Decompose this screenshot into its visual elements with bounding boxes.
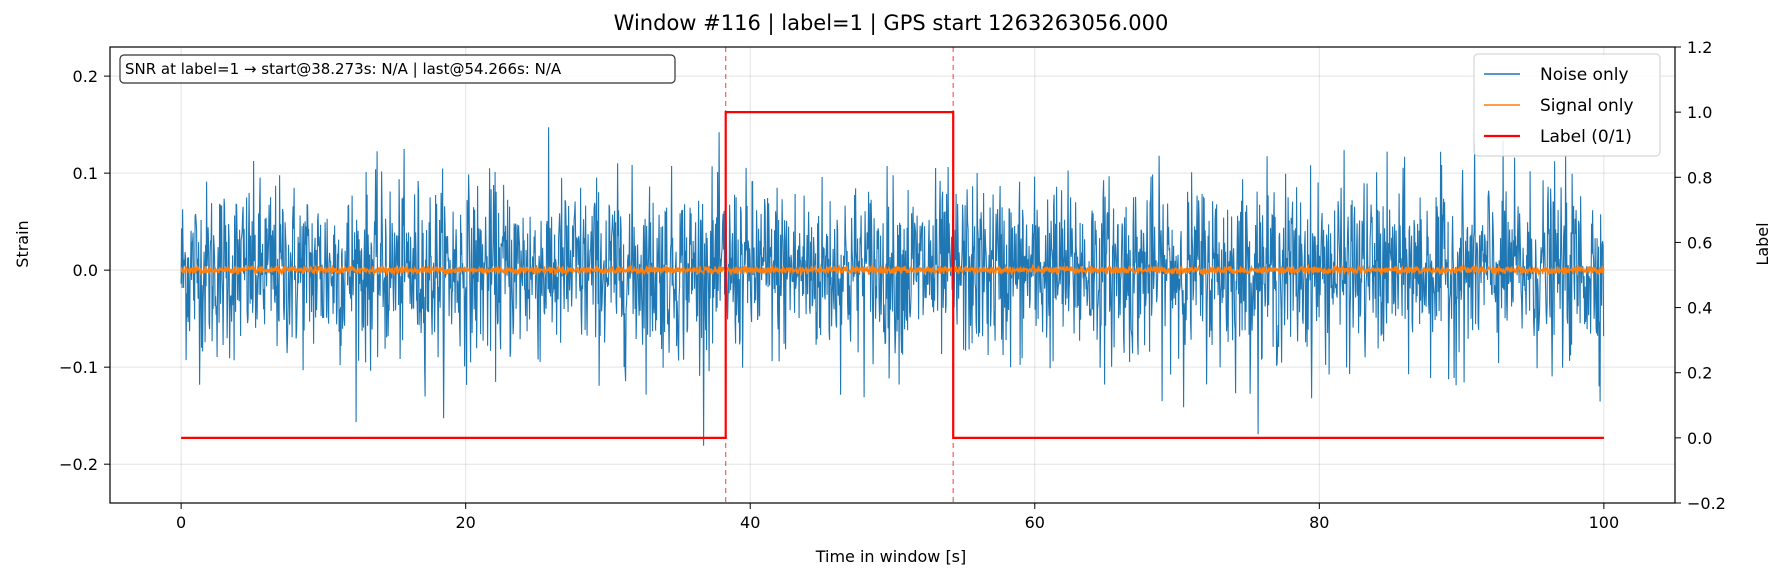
legend-label-label: Label (0/1) bbox=[1540, 127, 1632, 147]
label-series bbox=[181, 111, 1604, 439]
x-tick-label: 100 bbox=[1589, 513, 1620, 532]
y-tick-label: 0.1 bbox=[73, 164, 98, 183]
signal-only-series bbox=[180, 263, 1605, 277]
legend-label-signal: Signal only bbox=[1540, 96, 1634, 116]
chart-title: Window #116 | label=1 | GPS start 126326… bbox=[614, 11, 1169, 36]
label-step-line bbox=[181, 111, 1604, 439]
x-axis-label: Time in window [s] bbox=[815, 547, 967, 566]
signal-only-line bbox=[180, 263, 1605, 277]
y2-tick-label: 0.4 bbox=[1687, 299, 1712, 318]
axes-frame bbox=[109, 46, 1676, 504]
y2-tick-label: −0.2 bbox=[1687, 494, 1726, 513]
y-axis-ticks: −0.2 −0.1 0.0 0.1 0.2 bbox=[59, 67, 110, 474]
noise-only-series bbox=[180, 127, 1605, 446]
y2-axis-label: Label bbox=[1753, 222, 1772, 265]
legend-entry-label: Label (0/1) bbox=[1484, 127, 1632, 147]
legend-label-noise: Noise only bbox=[1540, 65, 1629, 85]
legend-entry-signal: Signal only bbox=[1484, 96, 1634, 116]
y2-tick-label: 0.2 bbox=[1687, 364, 1712, 383]
y2-tick-label: 0.0 bbox=[1687, 429, 1712, 448]
annotation-text: SNR at label=1 → start@38.273s: N/A | la… bbox=[125, 60, 562, 78]
x-tick-label: 80 bbox=[1309, 513, 1329, 532]
x-tick-label: 0 bbox=[176, 513, 186, 532]
x-tick-label: 40 bbox=[740, 513, 760, 532]
y2-tick-label: 1.0 bbox=[1687, 103, 1712, 122]
legend: Noise only Signal only Label (0/1) bbox=[1473, 53, 1661, 157]
y-tick-label: −0.1 bbox=[59, 358, 98, 377]
y-axis-label: Strain bbox=[13, 220, 32, 267]
plot-area bbox=[180, 47, 1605, 503]
legend-entry-noise: Noise only bbox=[1484, 65, 1629, 85]
y-tick-label: −0.2 bbox=[59, 455, 98, 474]
y2-tick-label: 1.2 bbox=[1687, 38, 1712, 57]
x-axis-ticks: 0 20 40 60 80 100 bbox=[176, 503, 1619, 532]
y-tick-label: 0.2 bbox=[73, 67, 98, 86]
y2-tick-label: 0.6 bbox=[1687, 233, 1712, 252]
annotation-box: SNR at label=1 → start@38.273s: N/A | la… bbox=[119, 54, 676, 84]
y-tick-label: 0.0 bbox=[73, 261, 98, 280]
x-tick-label: 60 bbox=[1025, 513, 1045, 532]
y2-axis-ticks: −0.2 0.0 0.2 0.4 0.6 0.8 1.0 1.2 bbox=[1675, 38, 1726, 513]
y2-tick-label: 0.8 bbox=[1687, 168, 1712, 187]
noise-only-line bbox=[180, 127, 1605, 446]
x-tick-label: 20 bbox=[456, 513, 476, 532]
